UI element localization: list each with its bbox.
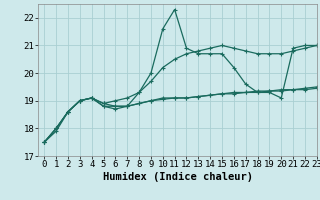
X-axis label: Humidex (Indice chaleur): Humidex (Indice chaleur) bbox=[103, 172, 252, 182]
